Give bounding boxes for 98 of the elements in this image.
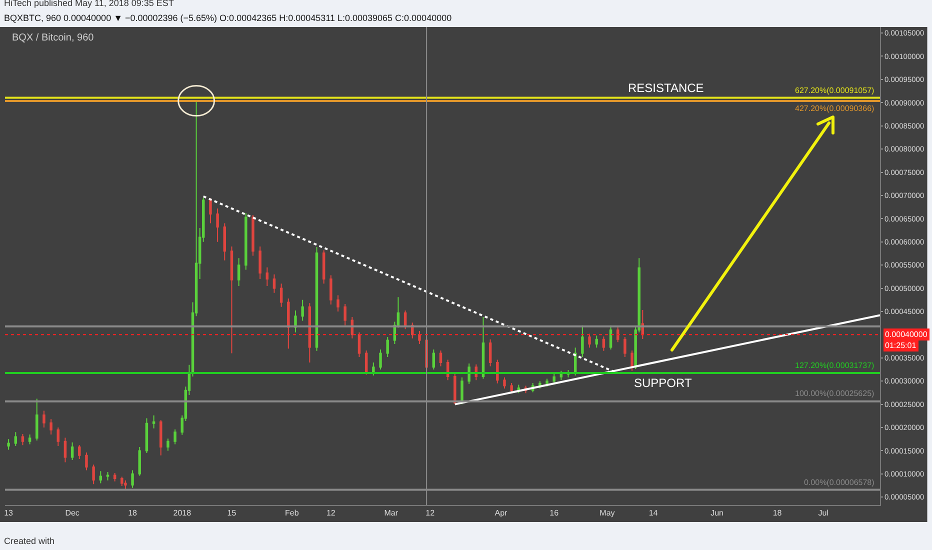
- ref-line-label: 627.20%(0.00091057): [795, 86, 875, 95]
- ref-line-label: 127.20%(0.00031737): [795, 361, 875, 370]
- chart-subtitle: BQXBTC, 960 0.00040000 ▼ −0.00002396 (−5.65%) O:0.00042365 H:0.00045311 L:0.00039065 C:0.00040000: [4, 13, 452, 23]
- candlestick: [379, 349, 382, 370]
- text: BQX / Bitcoin, 960: [12, 32, 94, 44]
- candlestick: [7, 438, 10, 450]
- x-tick-label: Mar: [384, 508, 398, 518]
- x-tick-label: Apr: [494, 508, 508, 518]
- candlestick: [595, 335, 598, 348]
- candlestick: [404, 310, 407, 330]
- candlestick: [482, 316, 485, 380]
- annotation: RESISTANCE: [628, 81, 704, 95]
- x-tick-label: Feb: [285, 508, 300, 518]
- candlestick: [223, 222, 226, 261]
- candlestick: [56, 427, 60, 447]
- candlestick: [280, 283, 283, 308]
- candlestick: [372, 362, 375, 376]
- candlestick: [616, 326, 620, 343]
- candlestick: [315, 246, 318, 352]
- candlestick: [630, 350, 634, 372]
- candlestick: [237, 258, 240, 286]
- candlestick: [488, 338, 492, 367]
- candlestick: [496, 359, 499, 384]
- x-tick-label: May: [600, 508, 615, 518]
- candlestick: [330, 274, 332, 306]
- x-tick-label: Dec: [65, 508, 80, 518]
- candlestick: [92, 464, 95, 485]
- candlestick: [64, 437, 67, 463]
- candlestick: [99, 470, 102, 484]
- candlestick: [21, 434, 24, 446]
- text: 01:25:01: [885, 341, 917, 350]
- candlestick: [266, 266, 269, 286]
- candlestick: [560, 370, 563, 381]
- candlestick: [432, 349, 436, 370]
- candlestick: [85, 452, 88, 471]
- candlestick: [120, 476, 124, 486]
- candlestick: [272, 274, 276, 294]
- candlestick: [581, 324, 584, 358]
- candlestick: [138, 446, 141, 476]
- x-tick-label: 12: [326, 508, 336, 518]
- candlestick: [336, 294, 340, 312]
- candlestick: [308, 302, 312, 364]
- text: Created with: [4, 536, 55, 546]
- candlestick: [609, 324, 612, 350]
- x-tick-label: Jun: [710, 508, 724, 518]
- x-tick-label: Jul: [818, 508, 829, 518]
- candlestick: [287, 298, 290, 350]
- candlestick: [439, 350, 442, 367]
- candlestick: [418, 330, 421, 344]
- x-tick-label: 18: [128, 508, 138, 518]
- candlestick: [552, 373, 556, 384]
- annotation: SUPPORT: [634, 376, 692, 390]
- candlestick: [28, 434, 32, 445]
- candlestick: [216, 208, 219, 242]
- candlestick: [166, 438, 170, 452]
- candlestick: [131, 470, 134, 488]
- candlestick: [145, 418, 148, 454]
- candlestick: [174, 428, 176, 445]
- ref-line-label: 0.00%(0.00006578): [804, 478, 875, 487]
- candlestick: [42, 410, 46, 428]
- candlestick: [252, 214, 254, 256]
- x-tick-label: 14: [648, 508, 658, 518]
- candlestick: [230, 246, 234, 354]
- candlestick: [152, 414, 156, 429]
- x-tick-label: 16: [550, 508, 560, 518]
- candlestick: [546, 378, 548, 388]
- candlestick: [624, 336, 626, 358]
- candlestick: [344, 304, 346, 326]
- candlestick: [106, 472, 110, 481]
- candlestick: [364, 350, 368, 376]
- candlestick: [358, 332, 361, 358]
- candlestick: [14, 432, 17, 447]
- candlestick: [209, 198, 212, 224]
- candlestick: [160, 420, 162, 456]
- candlestick: [454, 373, 456, 405]
- candlestick: [510, 382, 513, 394]
- candlestick: [602, 336, 606, 352]
- candlestick: [124, 480, 127, 490]
- x-tick-label: 13: [4, 508, 14, 518]
- candlestick: [322, 250, 326, 284]
- ref-line-label: 427.20%(0.00090366): [795, 104, 875, 113]
- candlestick: [36, 398, 38, 441]
- candlestick: [244, 212, 248, 270]
- x-tick-label: 12: [426, 508, 436, 518]
- candlestick: [78, 444, 81, 460]
- candlestick: [503, 376, 506, 390]
- x-tick-label: 2018: [173, 508, 192, 518]
- candlestick: [386, 336, 389, 358]
- candlestick: [70, 442, 74, 460]
- x-tick-label: 15: [227, 508, 237, 518]
- candlestick: [588, 333, 591, 348]
- candlestick: [301, 299, 304, 322]
- candlestick: [113, 472, 116, 482]
- ref-line-label: 100.00%(0.00025625): [795, 389, 875, 398]
- x-tick-label: 18: [772, 508, 782, 518]
- candlestick: [50, 418, 52, 435]
- candlestick: [258, 246, 262, 280]
- ref-line-label: 0.00040000: [885, 330, 928, 339]
